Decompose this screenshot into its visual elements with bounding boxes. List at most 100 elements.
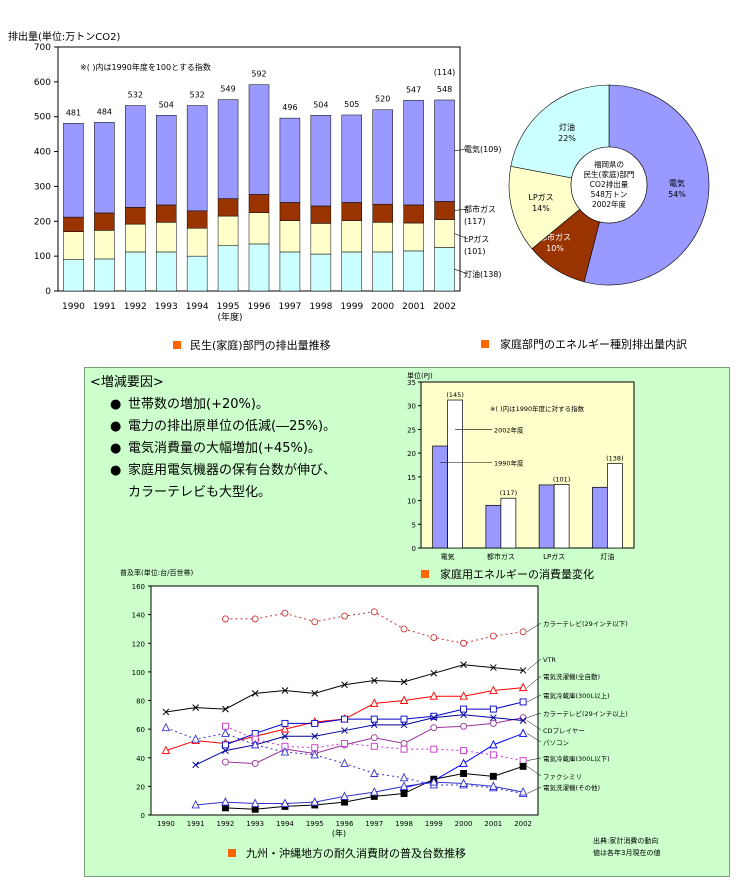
data-point bbox=[460, 705, 468, 713]
legend-label: 2002年度 bbox=[494, 425, 524, 434]
data-point bbox=[460, 639, 468, 647]
factor-text: 家庭用電気機器の保有台数が伸び、 bbox=[128, 463, 337, 478]
bar bbox=[607, 463, 623, 549]
data-point bbox=[311, 689, 319, 697]
x-tick-label: 2000 bbox=[455, 820, 473, 828]
data-point bbox=[251, 805, 259, 813]
data-point bbox=[430, 745, 438, 753]
data-point bbox=[459, 691, 468, 700]
data-point bbox=[519, 628, 527, 636]
bar bbox=[485, 504, 502, 549]
data-point bbox=[518, 682, 528, 692]
x-tick-label: LPガス bbox=[543, 552, 565, 561]
series-leader-line bbox=[526, 766, 542, 777]
line-series bbox=[191, 777, 528, 809]
data-point bbox=[162, 708, 170, 716]
data-point bbox=[489, 705, 497, 713]
data-point bbox=[459, 778, 468, 787]
data-point bbox=[430, 669, 438, 677]
caption-durables: 九州・沖縄地方の耐久消費財の普及台数推移 bbox=[246, 846, 466, 860]
index-note: ※( )内は1990年度を100とする指数 bbox=[80, 62, 211, 72]
bar-total-label: 504 bbox=[313, 100, 328, 109]
line-series bbox=[221, 608, 527, 647]
series-label-index: (101) bbox=[464, 247, 486, 256]
bar bbox=[538, 484, 555, 549]
data-point bbox=[311, 744, 319, 752]
bar-segment bbox=[125, 105, 146, 208]
data-point bbox=[489, 719, 497, 727]
series-label: ファクシミリ bbox=[543, 773, 582, 781]
bottom-captions: 家庭用エネルギーの消費量変化 九州・沖縄地方の耐久消費財の普及台数推移 bbox=[228, 567, 594, 860]
series-label: CDプレイヤー bbox=[543, 727, 585, 735]
x-tick-label: 1996 bbox=[248, 302, 271, 312]
x-tick-label: 2002 bbox=[433, 302, 456, 312]
data-point bbox=[489, 685, 498, 694]
bar-total-label: 532 bbox=[128, 91, 143, 100]
y-tick-label: 25 bbox=[407, 426, 416, 434]
bar-total-label: 484 bbox=[97, 107, 112, 116]
x-tick-label: 1999 bbox=[425, 820, 443, 828]
data-point bbox=[518, 728, 528, 737]
index-note: ※( )内は1990年度に対する指数 bbox=[490, 404, 585, 413]
factor-text: 世帯数の増加(+20%)。 bbox=[128, 397, 269, 412]
series-line bbox=[195, 781, 524, 806]
data-point bbox=[280, 747, 290, 756]
y-tick-label: 20 bbox=[407, 450, 416, 458]
data-point bbox=[221, 758, 229, 766]
series-leader-line bbox=[527, 694, 542, 703]
data-point bbox=[370, 677, 378, 684]
data-point bbox=[341, 739, 348, 747]
series-label: 電気洗濯機(全自動) bbox=[543, 672, 600, 681]
data-point bbox=[518, 787, 528, 796]
data-point bbox=[251, 729, 259, 737]
factor-text: 電気消費量の大幅増加(+45%)。 bbox=[128, 441, 321, 456]
data-point bbox=[221, 741, 229, 749]
slice-label: 灯油 bbox=[559, 122, 575, 132]
data-point bbox=[519, 762, 527, 770]
data-point bbox=[251, 689, 259, 697]
factors-list: <増減要因> ● 世帯数の増加(+20%)。 ● 電力の排出原単位の低減(―25%)… bbox=[90, 372, 420, 504]
source-note: 出典:家計消費の動向 bbox=[593, 836, 658, 845]
data-point bbox=[430, 712, 438, 720]
x-tick-label: 1995 bbox=[306, 820, 324, 828]
series-label: パソコン bbox=[543, 739, 569, 747]
y-axis-label: 排出量(単位:万トンCO2) bbox=[8, 30, 120, 43]
data-point bbox=[222, 705, 229, 713]
x-tick-label: 2000 bbox=[371, 302, 394, 312]
source-note: 値は各年3月現在の値 bbox=[593, 848, 660, 857]
bar-segment bbox=[341, 114, 363, 203]
y-axis-label: 単位(PJ) bbox=[407, 371, 433, 380]
data-point bbox=[191, 734, 200, 743]
x-tick-label: 1994 bbox=[186, 302, 209, 312]
bar-total-label: 504 bbox=[159, 100, 174, 109]
bullet-icon: ● bbox=[110, 419, 122, 434]
data-point bbox=[311, 732, 319, 740]
top-captions: 民生(家庭)部門の排出量推移 家庭部門のエネルギー種別排出量内訳 bbox=[173, 337, 687, 352]
series-label: LPガス bbox=[464, 234, 489, 244]
line-series bbox=[221, 722, 527, 765]
data-point bbox=[399, 695, 409, 704]
data-point bbox=[340, 791, 349, 800]
stacked-bar-chart: 排出量(単位:万トンCO2) 0 100 200 300 400 500 600 700 ※( )… bbox=[8, 30, 502, 323]
donut-center-text: 民生(家庭)部門 bbox=[584, 169, 635, 179]
series-leader-line bbox=[526, 675, 542, 688]
series-label: 都市ガス bbox=[464, 204, 496, 214]
index-label: (138) bbox=[606, 455, 623, 463]
bar bbox=[500, 497, 517, 549]
data-point bbox=[519, 717, 527, 724]
data-point bbox=[519, 757, 527, 765]
factor-item: ● 家庭用電気機器の保有台数が伸び、 bbox=[110, 460, 420, 482]
data-point bbox=[251, 760, 259, 767]
series-label: 電気冷蔵庫(300L以上) bbox=[543, 691, 610, 700]
data-point bbox=[191, 799, 200, 809]
data-point bbox=[400, 721, 408, 729]
data-point bbox=[489, 664, 497, 671]
x-tick-label: 1998 bbox=[395, 820, 413, 828]
caption-breakdown: 家庭部門のエネルギー種別排出量内訳 bbox=[500, 337, 687, 351]
y-tick-label: 400 bbox=[34, 148, 51, 158]
data-point bbox=[370, 787, 379, 796]
y-tick-label: 100 bbox=[132, 669, 145, 677]
x-tick-label: 1991 bbox=[187, 820, 205, 828]
data-point bbox=[340, 758, 349, 767]
